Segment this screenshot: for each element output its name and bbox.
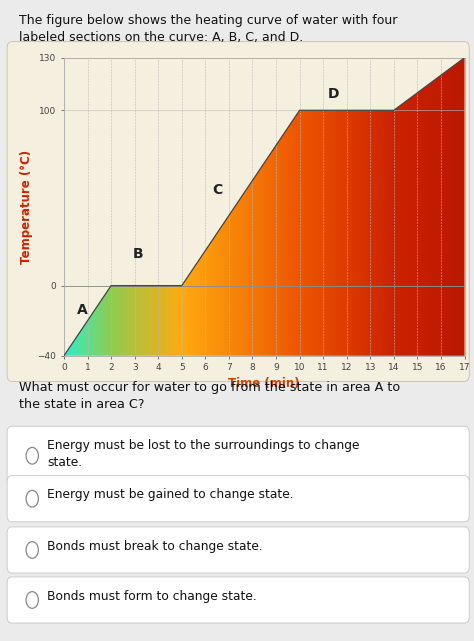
Text: C: C [212, 183, 223, 197]
Text: What must occur for water to go from the state in area A to
the state in area C?: What must occur for water to go from the… [19, 381, 400, 412]
Y-axis label: Temperature (°C): Temperature (°C) [20, 149, 33, 264]
Text: Energy must be gained to change state.: Energy must be gained to change state. [47, 488, 294, 501]
Text: D: D [328, 87, 339, 101]
X-axis label: Time (min): Time (min) [228, 376, 300, 390]
Text: Energy must be lost to the surroundings to change
state.: Energy must be lost to the surroundings … [47, 439, 360, 469]
Text: A: A [77, 303, 88, 317]
Text: B: B [132, 247, 143, 261]
Text: Bonds must break to change state.: Bonds must break to change state. [47, 540, 263, 553]
Text: Bonds must form to change state.: Bonds must form to change state. [47, 590, 257, 603]
Text: The figure below shows the heating curve of water with four
labeled sections on : The figure below shows the heating curve… [19, 14, 397, 44]
